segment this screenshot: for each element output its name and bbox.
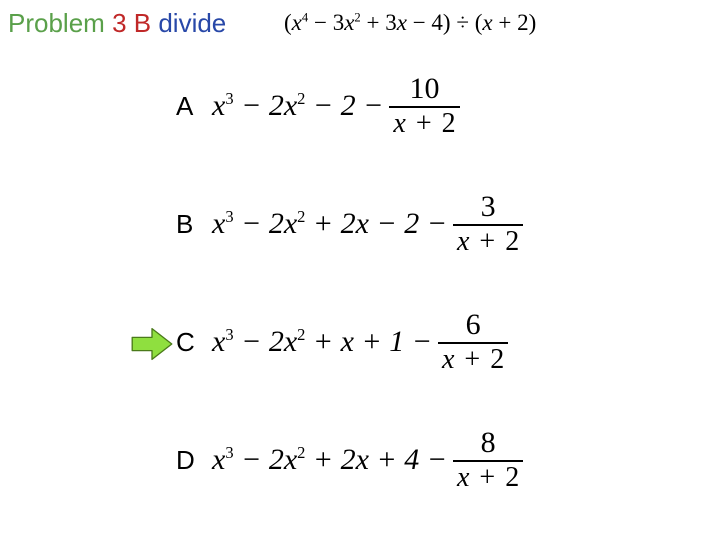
polynomial-part: x3 − 2x2 + 2x − 2 − bbox=[212, 207, 447, 241]
choice-letter: C bbox=[176, 327, 200, 358]
fraction: 10x + 2 bbox=[389, 74, 459, 138]
fraction-numerator: 8 bbox=[477, 428, 500, 460]
fraction-numerator: 3 bbox=[477, 192, 500, 224]
choice-expression: x3 − 2x2 − 2 −10x + 2 bbox=[212, 74, 460, 138]
choice-letter: A bbox=[176, 91, 200, 122]
fraction-denominator: x + 2 bbox=[438, 344, 508, 374]
choice-expression: x3 − 2x2 + 2x + 4 −8x + 2 bbox=[212, 428, 523, 492]
title-word-divide: divide bbox=[158, 8, 226, 38]
correct-answer-arrow bbox=[130, 322, 174, 371]
choice-letter: B bbox=[176, 209, 200, 240]
fraction: 8x + 2 bbox=[453, 428, 523, 492]
choice-a[interactable]: Ax3 − 2x2 − 2 −10x + 2 bbox=[176, 74, 460, 138]
polynomial-part: x3 − 2x2 + x + 1 − bbox=[212, 325, 432, 359]
fraction: 6x + 2 bbox=[438, 310, 508, 374]
fraction-denominator: x + 2 bbox=[389, 108, 459, 138]
choice-expression: x3 − 2x2 + x + 1 −6x + 2 bbox=[212, 310, 508, 374]
choice-d[interactable]: Dx3 − 2x2 + 2x + 4 −8x + 2 bbox=[176, 428, 523, 492]
fraction-numerator: 10 bbox=[406, 74, 444, 106]
choice-b[interactable]: Bx3 − 2x2 + 2x − 2 −3x + 2 bbox=[176, 192, 523, 256]
division-expression: (x4 − 3x2 + 3x − 4) ÷ (x + 2) bbox=[284, 10, 536, 36]
polynomial-part: x3 − 2x2 − 2 − bbox=[212, 89, 383, 123]
choice-c[interactable]: Cx3 − 2x2 + x + 1 −6x + 2 bbox=[176, 310, 508, 374]
fraction-numerator: 6 bbox=[462, 310, 485, 342]
fraction-denominator: x + 2 bbox=[453, 226, 523, 256]
title-word-problem: Problem bbox=[8, 8, 105, 38]
polynomial-part: x3 − 2x2 + 2x + 4 − bbox=[212, 443, 447, 477]
fraction: 3x + 2 bbox=[453, 192, 523, 256]
fraction-denominator: x + 2 bbox=[453, 462, 523, 492]
choice-letter: D bbox=[176, 445, 200, 476]
choice-expression: x3 − 2x2 + 2x − 2 −3x + 2 bbox=[212, 192, 523, 256]
title-word-number: 3 B bbox=[112, 8, 151, 38]
problem-title: Problem 3 B divide bbox=[8, 8, 226, 39]
